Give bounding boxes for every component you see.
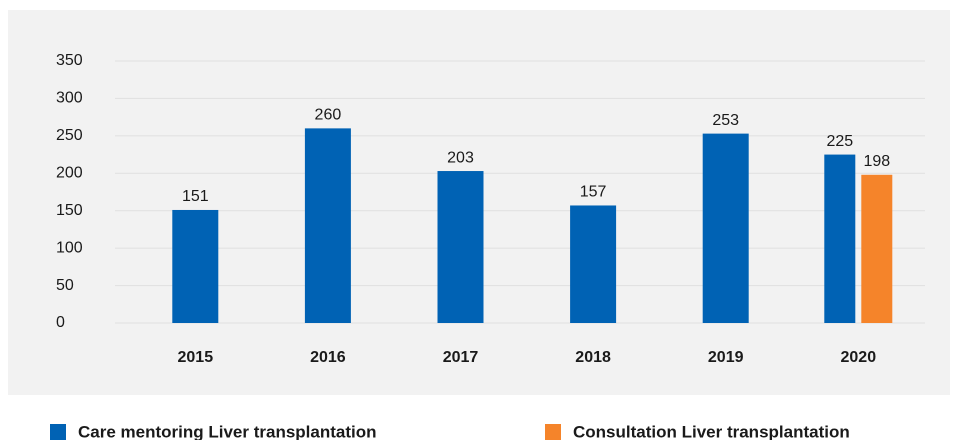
- legend-swatch: [50, 424, 66, 440]
- x-tick-label: 2015: [178, 349, 214, 366]
- value-label: 260: [315, 107, 342, 124]
- value-label: 225: [826, 133, 853, 150]
- value-label: 198: [863, 153, 890, 170]
- y-tick-label: 350: [56, 52, 83, 69]
- bar: [437, 171, 484, 323]
- bar: [861, 174, 893, 323]
- legend-swatch: [545, 424, 561, 440]
- value-label: 203: [447, 149, 474, 166]
- value-label: 157: [580, 184, 607, 201]
- x-tick-label: 2016: [310, 349, 346, 366]
- y-tick-label: 50: [56, 277, 74, 294]
- y-tick-label: 200: [56, 165, 83, 182]
- y-tick-label: 300: [56, 90, 83, 107]
- y-tick-label: 150: [56, 202, 83, 219]
- legend-label: Consultation Liver transplantation: [573, 422, 850, 440]
- x-tick-label: 2020: [841, 349, 877, 366]
- value-label: 151: [182, 188, 209, 205]
- x-tick-label: 2018: [575, 349, 611, 366]
- y-tick-label: 100: [56, 239, 83, 256]
- y-tick-label: 250: [56, 127, 83, 144]
- bar: [702, 133, 749, 323]
- y-tick-label: 0: [56, 314, 65, 331]
- bar: [172, 209, 219, 323]
- bar: [824, 154, 856, 323]
- value-label: 253: [712, 112, 739, 129]
- legend-label: Care mentoring Liver transplantation: [78, 422, 377, 440]
- x-tick-label: 2017: [443, 349, 479, 366]
- bar: [304, 128, 351, 323]
- x-tick-label: 2019: [708, 349, 744, 366]
- bar: [570, 205, 617, 323]
